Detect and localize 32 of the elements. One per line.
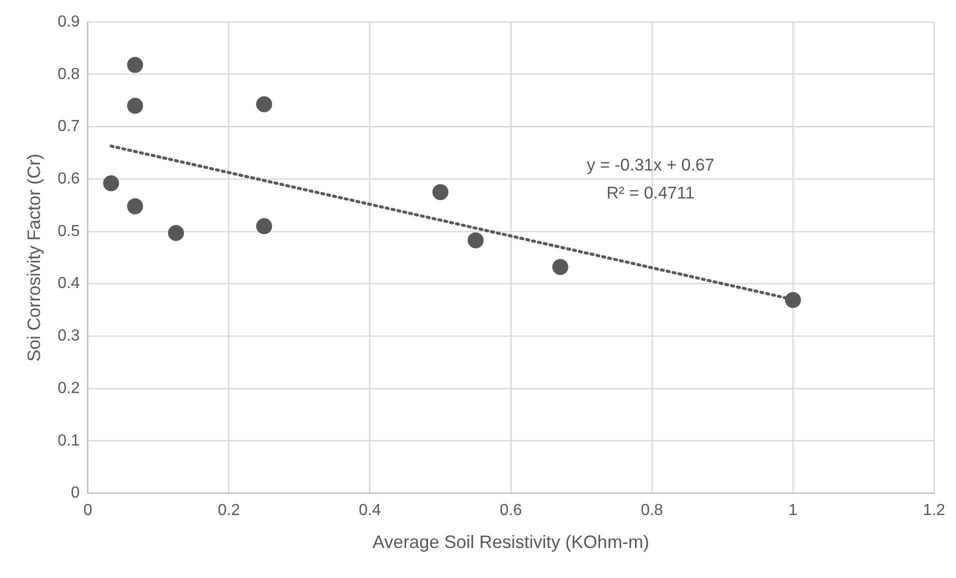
point [256, 218, 272, 234]
annotation: y = -0.31x + 0.67 [586, 155, 714, 174]
point [552, 259, 568, 276]
y-tick-label: 0.1 [58, 432, 80, 450]
point [103, 175, 120, 192]
point [127, 198, 144, 214]
x-axis-title: Average Soil Resistivity (KOhm-m) [372, 532, 650, 552]
y-tick-label: 0.9 [58, 13, 80, 30]
y-tick-label: 0.3 [58, 328, 80, 345]
x-tick-label: 0.2 [218, 502, 240, 520]
y-tick-label: 0.2 [58, 380, 80, 397]
annotation: R² = 0.4711 [606, 183, 695, 202]
y-tick-label: 0.4 [58, 275, 80, 292]
y-tick-label: 0.7 [58, 118, 80, 136]
point [468, 232, 484, 248]
point [127, 98, 144, 114]
point [256, 96, 272, 112]
y-tick-label: 0.5 [58, 222, 80, 240]
x-tick-label: 1.2 [922, 502, 946, 520]
point [432, 184, 448, 200]
y-tick-label: 0.8 [58, 66, 80, 83]
y-tick-label: 0.6 [58, 170, 80, 188]
x-tick-label: 0.8 [640, 502, 664, 520]
point [784, 292, 801, 308]
y-tick-label: 0 [70, 484, 80, 502]
point [168, 224, 184, 241]
x-tick-label: 1 [788, 502, 798, 520]
point [127, 56, 144, 73]
x-tick-label: 0 [83, 502, 92, 520]
x-tick-label: 0.6 [500, 502, 522, 520]
y-axis-title: Soi Corrosivity Factor (Cr) [24, 154, 44, 362]
x-tick-label: 0.4 [358, 502, 382, 520]
